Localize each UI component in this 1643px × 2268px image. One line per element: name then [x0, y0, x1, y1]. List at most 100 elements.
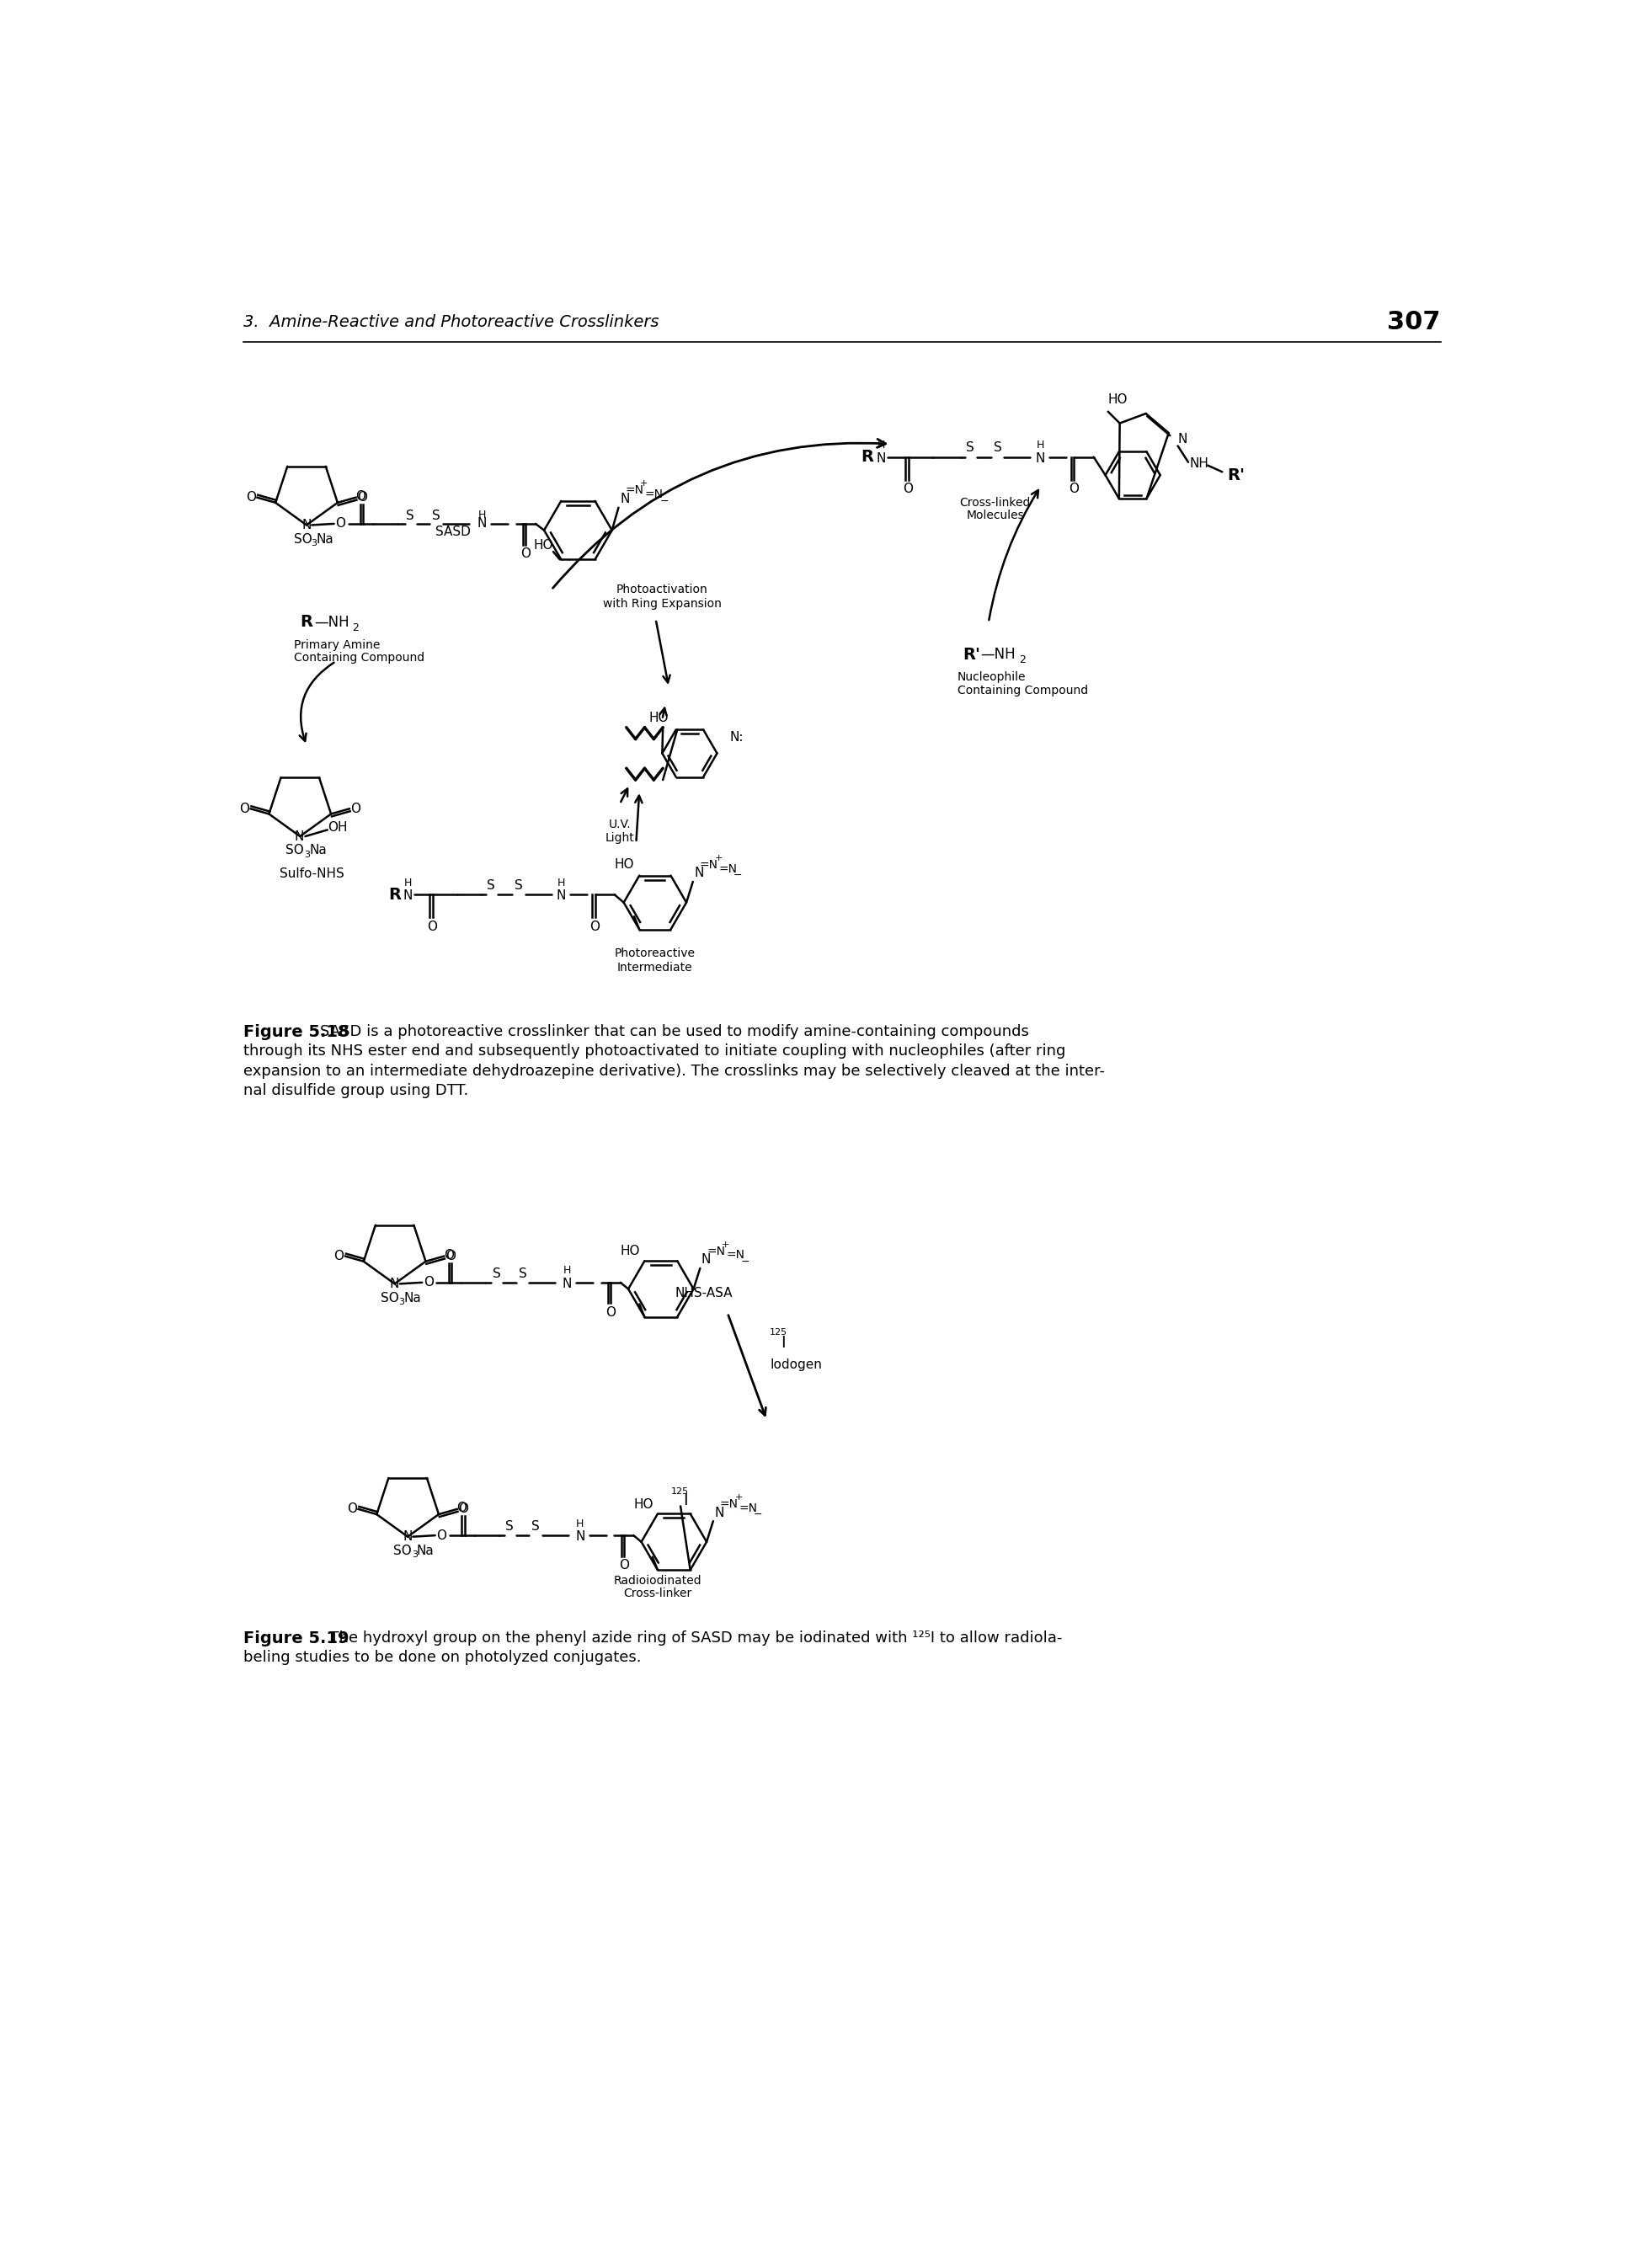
Text: =N: =N [739, 1501, 757, 1515]
Text: 3: 3 [304, 850, 311, 860]
Text: +: + [721, 1241, 729, 1250]
Text: S: S [432, 510, 440, 522]
Text: N:: N: [729, 730, 744, 744]
Text: +: + [641, 479, 647, 488]
Text: S: S [506, 1520, 514, 1533]
Text: OH: OH [329, 821, 348, 835]
Text: Figure 5.18: Figure 5.18 [243, 1025, 348, 1041]
Text: HO: HO [614, 860, 634, 871]
Text: N: N [695, 866, 703, 880]
Text: H: H [577, 1517, 583, 1529]
Text: Iodogen: Iodogen [771, 1359, 822, 1372]
Text: HO: HO [634, 1497, 654, 1510]
Text: H: H [557, 878, 565, 889]
Text: O: O [606, 1306, 616, 1318]
Text: I: I [683, 1492, 688, 1508]
Text: 307: 307 [1387, 311, 1441, 333]
Text: N: N [619, 492, 629, 506]
Text: 3: 3 [412, 1551, 417, 1558]
Text: −: − [754, 1508, 762, 1520]
Text: S: S [532, 1520, 539, 1533]
Text: SO: SO [286, 844, 304, 857]
Text: nal disulfide group using DTT.: nal disulfide group using DTT. [243, 1082, 468, 1098]
Text: =N: =N [624, 483, 644, 497]
Text: S: S [406, 510, 414, 522]
Text: O: O [335, 517, 345, 531]
Text: O: O [246, 492, 256, 503]
Text: N: N [302, 519, 311, 531]
Text: R: R [301, 615, 312, 631]
Text: O: O [424, 1277, 434, 1288]
Text: N: N [389, 1277, 399, 1290]
Text: Containing Compound: Containing Compound [958, 685, 1088, 696]
Text: HO: HO [534, 540, 554, 551]
Text: 125: 125 [670, 1488, 688, 1495]
Text: with Ring Expansion: with Ring Expansion [603, 599, 721, 610]
Text: R': R' [1227, 467, 1245, 483]
Text: Molecules: Molecules [966, 510, 1024, 522]
Text: 3: 3 [311, 540, 317, 547]
Text: −: − [659, 497, 669, 508]
Text: N: N [403, 889, 412, 903]
Text: H: H [478, 510, 486, 519]
Text: +: + [734, 1495, 743, 1501]
Text: Cross-linked: Cross-linked [960, 497, 1030, 508]
Text: Primary Amine: Primary Amine [294, 640, 380, 651]
Text: 3: 3 [399, 1297, 404, 1306]
Text: =N: =N [706, 1245, 725, 1256]
Text: through its NHS ester end and subsequently photoactivated to initiate coupling w: through its NHS ester end and subsequent… [243, 1043, 1065, 1059]
Text: R': R' [963, 646, 981, 662]
Text: 125: 125 [771, 1329, 787, 1336]
Text: Figure 5.19: Figure 5.19 [243, 1631, 348, 1647]
Text: N: N [1178, 433, 1188, 447]
Text: O: O [352, 803, 361, 814]
Text: O: O [427, 921, 437, 932]
Text: S: S [514, 880, 522, 891]
Text: R: R [388, 887, 401, 903]
Text: I: I [780, 1336, 785, 1352]
Text: O: O [445, 1250, 455, 1263]
Text: SO: SO [393, 1545, 412, 1558]
Text: R: R [861, 449, 874, 465]
Text: H: H [877, 440, 886, 451]
Text: Na: Na [317, 533, 334, 547]
Text: Photoreactive: Photoreactive [614, 948, 695, 959]
Text: N: N [557, 889, 565, 903]
Text: O: O [619, 1558, 629, 1572]
Text: —NH: —NH [981, 646, 1015, 662]
Text: H: H [1037, 440, 1043, 451]
Text: O: O [240, 803, 250, 814]
Text: Sulfo-NHS: Sulfo-NHS [279, 869, 343, 880]
Text: S: S [519, 1268, 527, 1279]
Text: O: O [347, 1504, 357, 1515]
Text: SO: SO [294, 533, 312, 547]
Text: HO: HO [1107, 392, 1127, 406]
Text: Radioiodinated: Radioiodinated [613, 1574, 702, 1588]
Text: Containing Compound: Containing Compound [294, 653, 424, 665]
Text: Na: Na [309, 844, 327, 857]
Text: N: N [876, 451, 886, 465]
Text: N: N [575, 1531, 585, 1542]
Text: 2: 2 [352, 621, 358, 633]
Text: NH: NH [1190, 458, 1209, 469]
Text: HO: HO [649, 712, 669, 723]
Text: O: O [444, 1250, 453, 1261]
Text: N: N [403, 1531, 412, 1542]
Text: O: O [521, 547, 531, 560]
Text: N: N [294, 830, 304, 844]
Text: Photoactivation: Photoactivation [616, 585, 708, 596]
Text: S: S [493, 1268, 501, 1279]
Text: SASD is a photoreactive crosslinker that can be used to modify amine-containing : SASD is a photoreactive crosslinker that… [320, 1025, 1029, 1039]
Text: −: − [741, 1256, 749, 1268]
Text: H: H [564, 1266, 570, 1277]
Text: N: N [562, 1277, 572, 1290]
Text: The hydroxyl group on the phenyl azide ring of SASD may be iodinated with ¹²⁵I t: The hydroxyl group on the phenyl azide r… [320, 1631, 1063, 1647]
Text: expansion to an intermediate dehydroazepine derivative). The crosslinks may be s: expansion to an intermediate dehydroazep… [243, 1064, 1104, 1080]
Text: O: O [334, 1250, 343, 1263]
Text: O: O [458, 1504, 468, 1515]
Text: NHS-ASA: NHS-ASA [675, 1288, 733, 1300]
Text: =N: =N [700, 860, 718, 871]
Text: O: O [355, 490, 366, 503]
Text: O: O [1070, 483, 1079, 494]
Text: N: N [715, 1506, 725, 1520]
